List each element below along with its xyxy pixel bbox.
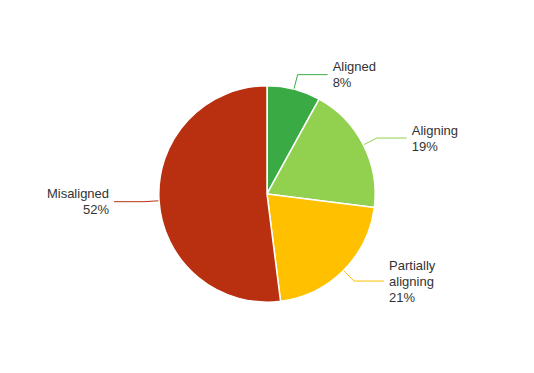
svg-text:21%: 21%: [389, 290, 415, 305]
svg-text:Aligning: Aligning: [412, 123, 458, 138]
svg-text:Aligned: Aligned: [333, 59, 376, 74]
svg-text:52%: 52%: [83, 202, 109, 217]
svg-text:8%: 8%: [333, 75, 352, 90]
svg-text:Misaligned: Misaligned: [47, 186, 109, 201]
svg-text:aligning: aligning: [389, 274, 434, 289]
svg-text:Partially: Partially: [389, 258, 436, 273]
svg-text:19%: 19%: [412, 139, 438, 154]
